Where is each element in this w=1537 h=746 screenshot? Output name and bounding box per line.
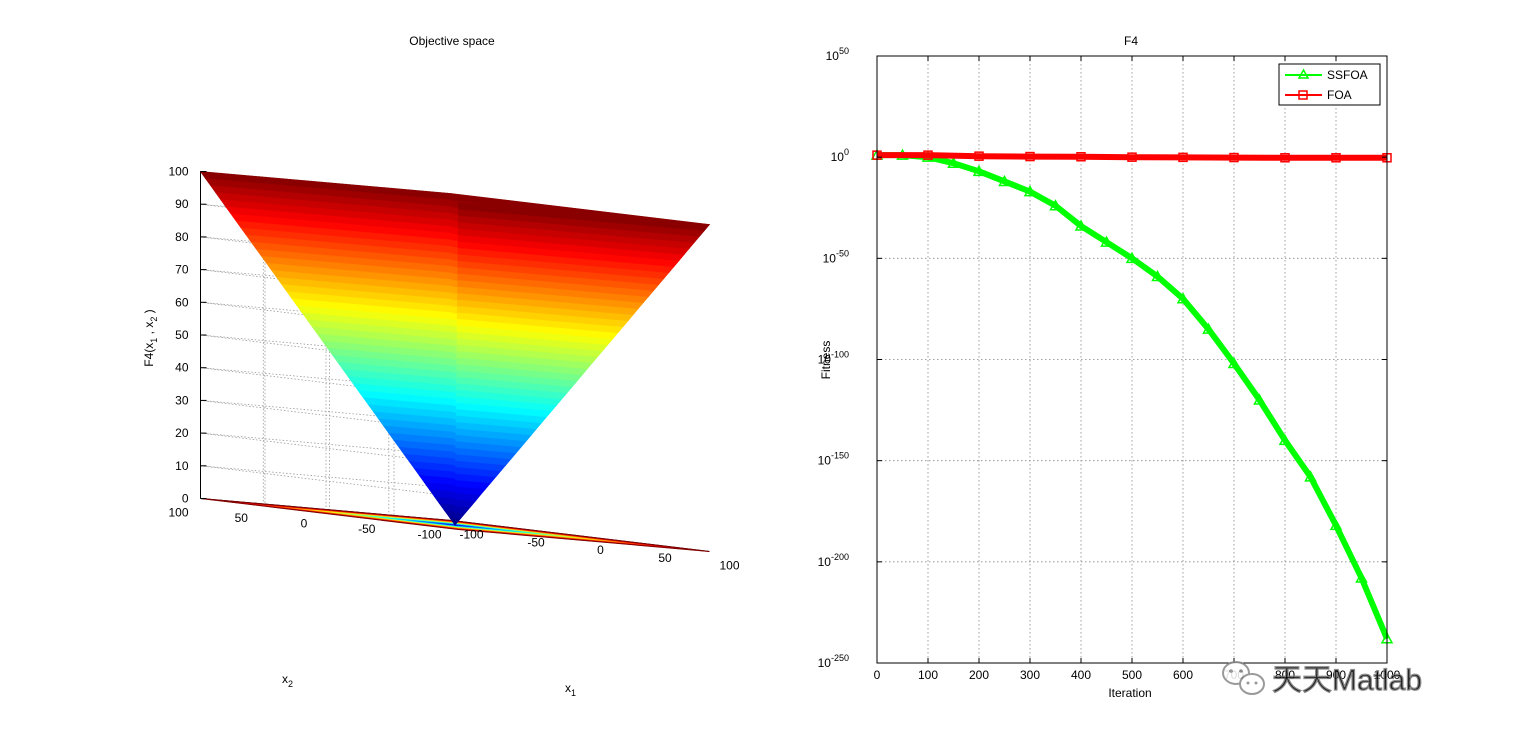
series-marker-foa <box>1229 152 1239 163</box>
series-marker-foa <box>974 151 984 161</box>
watermark: 天天Matlab <box>1222 661 1423 698</box>
series-marker-foa <box>923 150 933 160</box>
surface-face <box>433 496 456 506</box>
series-marker-ssfoa <box>1151 269 1164 282</box>
x-tick-label: 900 <box>1326 668 1346 682</box>
x-tick-label: 100 <box>918 668 938 682</box>
surface-zlabel: F4(x1 , x2 ) <box>142 309 159 366</box>
z-tick-label: 100 <box>168 165 188 179</box>
series-marker-ssfoa <box>1023 185 1037 197</box>
y-tick-label: 50 <box>235 511 249 525</box>
series-marker-ssfoa <box>1253 393 1266 405</box>
series-marker-ssfoa <box>1304 470 1317 482</box>
legend-ssfoa-label: SSFOA <box>1327 68 1368 82</box>
y-tick-label: 100 <box>831 147 849 164</box>
series-marker-ssfoa <box>998 174 1011 187</box>
z-tick-label: 20 <box>175 426 189 440</box>
surface-xlabel: x1 <box>565 681 576 698</box>
x-tick-label: 200 <box>969 668 989 682</box>
y-tick-label: 10-200 <box>818 552 849 569</box>
series-marker-ssfoa <box>947 156 960 168</box>
grid-line <box>264 179 517 529</box>
y-tick-label: 10-100 <box>818 350 849 367</box>
series-marker-ssfoa <box>1355 571 1368 583</box>
x-tick-label: 400 <box>1071 668 1091 682</box>
series-marker-ssfoa <box>1202 322 1215 334</box>
x-tick-label: 800 <box>1275 668 1295 682</box>
surface-face <box>458 202 711 231</box>
y-tick-label: -50 <box>358 522 376 536</box>
y-tick-label: 100 <box>168 506 188 520</box>
series-marker-foa <box>1127 152 1137 162</box>
series-line-ssfoa <box>877 152 1390 640</box>
series-marker-ssfoa <box>1100 235 1113 247</box>
y-tick-label: 10-50 <box>823 248 849 265</box>
legend-foa-marker <box>1298 90 1308 100</box>
z-tick-label: 0 <box>182 492 189 506</box>
legend: SSFOA FOA <box>1278 63 1381 106</box>
legend-foa-label: FOA <box>1327 88 1352 102</box>
surface-plot-title: Objective space <box>409 34 495 48</box>
x-tick-label: 500 <box>1122 668 1142 682</box>
series-marker-foa <box>1076 152 1086 162</box>
surface-contours <box>200 498 710 552</box>
series-marker-ssfoa <box>972 164 986 177</box>
convergence-plot: F4 0100200300400500600700800900100010501… <box>818 34 1401 700</box>
series-marker-foa <box>1178 152 1188 163</box>
y-tick-label: 10-250 <box>818 653 849 670</box>
series-marker-ssfoa <box>1176 292 1190 304</box>
x-tick-label: -50 <box>527 535 545 549</box>
surface-plot: Objective space 0 10 20 30 40 50 60 70 80 90 100 -1… <box>142 34 740 698</box>
series-marker-foa <box>1331 153 1341 163</box>
surface-mesh <box>199 171 711 526</box>
line-series <box>870 148 1394 644</box>
z-tick-label: 40 <box>175 361 189 375</box>
watermark-text: 天天Matlab <box>1272 664 1422 697</box>
series-marker-ssfoa <box>1074 219 1088 231</box>
surface-face <box>444 510 456 519</box>
x-tick-label: 100 <box>719 559 739 573</box>
x-tick-label: -100 <box>459 528 483 542</box>
line-xlabel: Iteration <box>1108 686 1151 700</box>
z-tick-label: 10 <box>175 459 189 473</box>
x-tick-label: 50 <box>658 551 672 565</box>
legend-box <box>1278 63 1381 106</box>
line-ticks: 0100200300400500600700800900100010501001… <box>818 46 1401 682</box>
series-line-foa <box>877 152 1387 161</box>
surface-face <box>439 503 456 513</box>
y-tick-label: 0 <box>301 517 308 531</box>
z-tick-label: 80 <box>175 230 189 244</box>
series-marker-ssfoa <box>1278 433 1292 446</box>
x-tick-label: 1000 <box>1374 668 1401 682</box>
series-marker-ssfoa <box>1227 357 1241 369</box>
x-tick-label: 300 <box>1020 668 1040 682</box>
series-marker-ssfoa <box>1049 199 1062 211</box>
legend-ssfoa-marker <box>1297 68 1310 79</box>
series-marker-foa <box>1025 151 1035 162</box>
series-marker-ssfoa <box>1125 251 1139 264</box>
line-ylabel: Fitness <box>819 341 833 380</box>
wechat-icon <box>1222 661 1265 695</box>
y-tick-label: 1050 <box>826 46 849 63</box>
contour-line <box>200 498 710 552</box>
y-tick-label: 10-150 <box>818 451 849 468</box>
series-marker-ssfoa <box>1329 518 1343 531</box>
convergence-plot-title: F4 <box>1124 34 1138 48</box>
surface-ticks: 0 10 20 30 40 50 60 70 80 90 100 -100 -50 0 50 100 -100 -… <box>168 165 739 573</box>
z-tick-label: 90 <box>175 197 189 211</box>
z-tick-label: 30 <box>175 393 189 407</box>
surface-ylabel: x2 <box>282 672 293 689</box>
series-marker-foa <box>1280 153 1290 163</box>
z-tick-label: 70 <box>175 263 189 277</box>
z-tick-label: 50 <box>175 328 189 342</box>
x-tick-label: 0 <box>874 668 881 682</box>
x-tick-label: 600 <box>1173 668 1193 682</box>
z-tick-label: 60 <box>175 295 189 309</box>
y-tick-label: -100 <box>417 528 441 542</box>
x-tick-label: 0 <box>597 543 604 557</box>
